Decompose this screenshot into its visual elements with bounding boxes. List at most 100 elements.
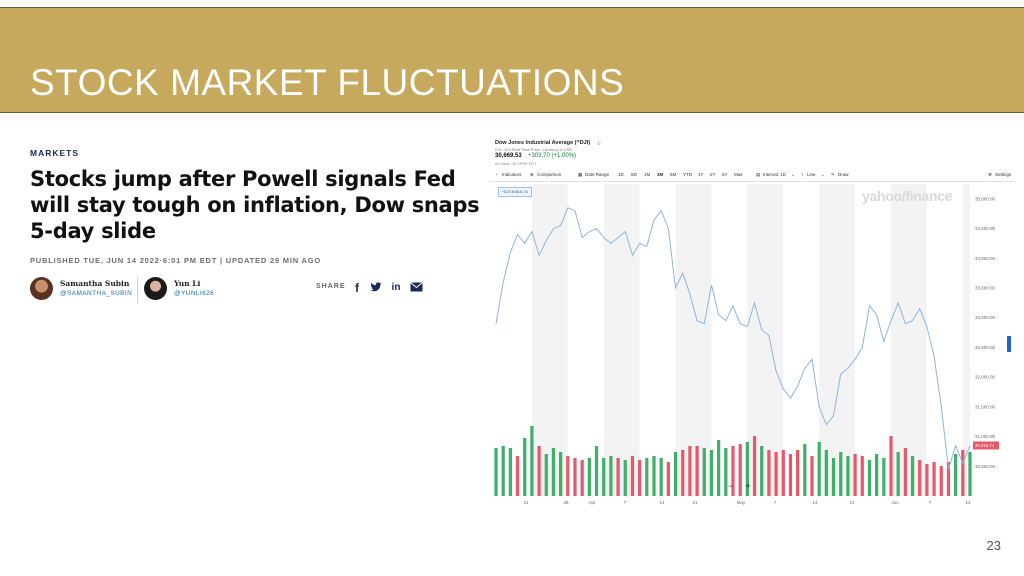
x-tick-label: 21: [692, 500, 698, 505]
zoom-in-button[interactable]: +: [745, 481, 750, 491]
volume-bar: [889, 436, 893, 496]
week-band: [747, 184, 784, 496]
range-6m[interactable]: 6M: [670, 172, 677, 177]
volume-bar: [594, 446, 599, 496]
twitter-icon[interactable]: [369, 281, 383, 295]
data-point: [502, 281, 504, 283]
data-point: [617, 236, 619, 238]
data-point: [689, 293, 691, 295]
range-max[interactable]: Max: [734, 172, 743, 177]
author-name: Yun Li: [174, 279, 201, 288]
mail-icon[interactable]: [409, 281, 423, 295]
range-5y[interactable]: 5Y: [722, 172, 728, 177]
volume-bar: [781, 450, 785, 496]
chevron-down-icon: ⌄: [791, 172, 795, 177]
draw-button[interactable]: Draw: [838, 172, 849, 177]
gear-icon: ⚙: [988, 172, 993, 177]
volume-bar: [659, 458, 663, 496]
author-handle[interactable]: @SAMANTHA_SUBIN: [60, 290, 133, 297]
interval-dropdown[interactable]: Interval: 1D: [763, 172, 787, 177]
date-range-button[interactable]: Date Range: [585, 172, 610, 177]
data-point: [954, 444, 956, 446]
author-handle[interactable]: @YUNLI626: [174, 290, 215, 297]
data-point: [883, 340, 885, 342]
y-tick-label: 31,500.00: [975, 404, 996, 409]
data-point: [861, 346, 863, 348]
section-label[interactable]: MARKETS: [30, 148, 80, 158]
volume-bar: [752, 436, 757, 496]
news-article: MARKETS Stocks jump after Powell signals…: [30, 140, 500, 303]
range-1d[interactable]: 1D: [618, 172, 624, 177]
title-banner: STOCK MARKET FLUCTUATIONS: [0, 7, 1024, 113]
data-point: [653, 218, 655, 220]
volume-bar: [501, 446, 505, 496]
quote-subtitle: DJI - DJI Real Time Price. Currency in U…: [495, 147, 573, 152]
settings-button[interactable]: Settings: [995, 172, 1012, 177]
volume-bar: [803, 444, 807, 496]
linkedin-icon[interactable]: in: [391, 282, 401, 293]
data-point: [962, 462, 964, 464]
range-3m[interactable]: 3M: [657, 172, 664, 177]
indicators-button[interactable]: Indicators: [502, 172, 522, 177]
volume-bar: [724, 448, 728, 496]
volume-bar: [638, 460, 642, 496]
data-point: [890, 319, 892, 321]
line-dropdown[interactable]: Line: [807, 172, 816, 177]
y-tick-label: 35,000.00: [975, 196, 996, 201]
author-name: Samantha Subin: [60, 279, 130, 288]
y-tick-label: 32,500.00: [975, 345, 996, 350]
data-point: [868, 305, 870, 307]
data-point: [796, 385, 798, 387]
week-band: [891, 184, 927, 496]
x-tick-label: 14: [965, 500, 971, 505]
zoom-out-button[interactable]: −: [728, 481, 733, 491]
author-row: Samantha Subin @SAMANTHA_SUBIN Yun Li @Y…: [30, 277, 500, 303]
interval-icon: ▤: [756, 172, 761, 177]
range-5d[interactable]: 5D: [631, 172, 637, 177]
quote-price: 30,669.53: [495, 153, 522, 159]
data-point: [775, 370, 777, 372]
volume-bar: [796, 450, 800, 496]
data-point: [524, 242, 526, 244]
data-point: [710, 284, 712, 286]
volume-bar: [896, 452, 900, 496]
data-point: [847, 367, 849, 369]
data-point: [646, 245, 648, 247]
volume-bar: [867, 460, 872, 496]
data-point: [610, 242, 612, 244]
volume-bar: [853, 454, 857, 496]
chart-toolbar: ◔ Indicators ⊕ Comparison ▦ Date Range 1…: [490, 170, 1016, 181]
facebook-icon[interactable]: f: [355, 281, 359, 295]
data-point: [753, 302, 755, 304]
volume-bar: [494, 448, 498, 496]
data-point: [696, 319, 698, 321]
price-chart[interactable]: 35,000.00 34,500.00 34,000.00 33,500.00 33,0…: [490, 136, 1016, 506]
data-point: [595, 227, 597, 229]
range-2y[interactable]: 2Y: [710, 172, 716, 177]
star-icon[interactable]: ☆: [596, 141, 602, 147]
range-1m[interactable]: 1M: [644, 172, 651, 177]
chevron-down-icon: ⌄: [821, 172, 825, 177]
data-point: [940, 406, 942, 408]
week-band: [819, 184, 856, 496]
data-point: [603, 236, 605, 238]
comparison-button[interactable]: Comparison: [537, 172, 562, 177]
data-point: [545, 239, 547, 241]
data-point: [933, 355, 935, 357]
range-1y[interactable]: 1Y: [698, 172, 704, 177]
x-tick-label: 7: [624, 500, 627, 505]
data-point: [538, 254, 540, 256]
x-tick-label: Apr: [588, 500, 596, 505]
range-ytd[interactable]: YTD: [683, 172, 692, 177]
volume-bar: [523, 438, 527, 496]
volume-bar: [645, 458, 649, 496]
volume-bar: [681, 450, 685, 496]
x-tick-label: 14: [659, 500, 665, 505]
scroll-handle[interactable]: [1007, 336, 1011, 352]
volume-bar: [810, 456, 814, 496]
x-tick-label: 21: [849, 500, 855, 505]
data-point: [660, 210, 662, 212]
volume-bar: [738, 444, 742, 496]
volume-bar: [508, 448, 512, 496]
week-band: [531, 184, 568, 496]
